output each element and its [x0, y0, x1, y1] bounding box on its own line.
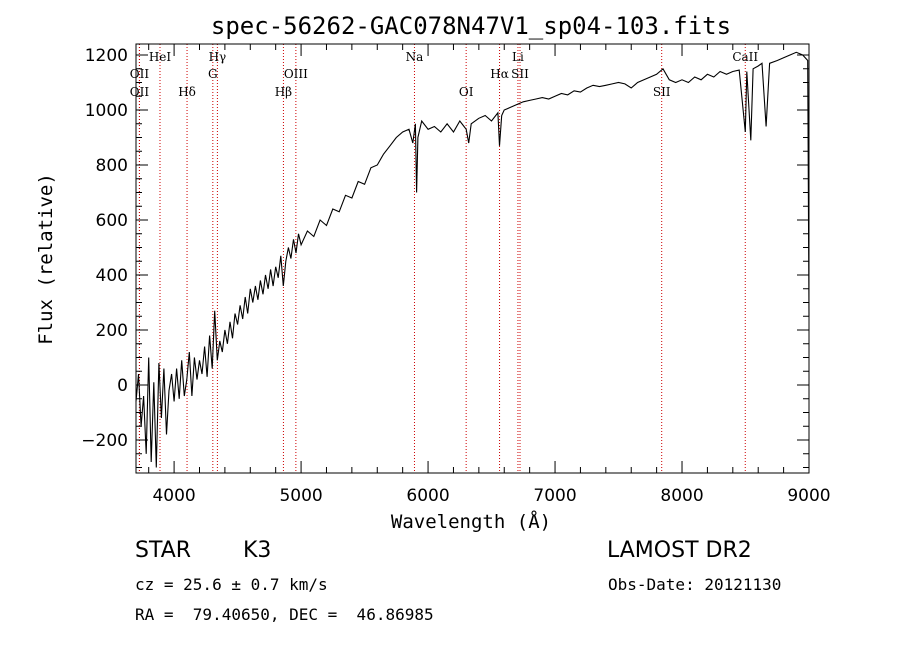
- y-tick-label: −200: [81, 431, 128, 451]
- object-type: STAR: [135, 538, 192, 563]
- spectral-line-label: SII: [653, 85, 671, 99]
- y-tick-label: 1000: [85, 101, 128, 121]
- redshift-text: cz = 25.6 ± 0.7 km/s: [135, 575, 328, 594]
- survey-name: LAMOST DR2: [607, 538, 752, 563]
- spectral-line-label: OI: [459, 85, 474, 99]
- y-tick-label: 800: [96, 156, 128, 176]
- y-tick-label: 200: [96, 321, 128, 341]
- spectral-line-label: Na: [406, 50, 424, 64]
- spectral-line-label: CaII: [732, 50, 758, 64]
- spectral-line-label: Hβ: [275, 85, 292, 99]
- spectral-line-label: HeI: [149, 50, 172, 64]
- x-axis-label: Wavelength (Å): [391, 510, 551, 533]
- y-axis-label: Flux (relative): [35, 173, 57, 345]
- spectrum-series: [135, 51, 810, 468]
- y-tick-label: 0: [117, 376, 128, 396]
- plot-frame: [135, 43, 810, 474]
- object-subclass: K3: [243, 538, 272, 563]
- coordinates-text: RA = 79.40650, DEC = 46.86985: [135, 605, 434, 624]
- axes: 4000 5000 6000 7000 8000 9000 −200 0 200 400 600 80…: [81, 44, 831, 506]
- chart-title: spec-56262-GAC078N47V1_sp04-103.fits: [211, 12, 731, 40]
- x-tick-label: 6000: [406, 486, 449, 506]
- spectral-line-label: Hα: [490, 67, 509, 81]
- spectral-line-label: OII: [130, 85, 150, 99]
- y-tick-label: 1200: [85, 46, 128, 66]
- spectral-line-label: SII: [511, 67, 529, 81]
- x-tick-label: 4000: [152, 486, 195, 506]
- spectral-line-label: OIII: [284, 67, 308, 81]
- spectral-line-label: Hδ: [178, 85, 196, 99]
- x-tick-label: 8000: [660, 486, 703, 506]
- spectral-line-label: Li: [512, 50, 524, 64]
- x-tick-label: 5000: [279, 486, 322, 506]
- spectral-line-label: Hγ: [209, 50, 227, 64]
- obs-date-text: Obs-Date: 20121130: [608, 575, 782, 594]
- spectral-line-label: G: [208, 67, 218, 81]
- spectrum-line: [135, 51, 810, 468]
- y-tick-label: 600: [96, 211, 128, 231]
- y-tick-label: 400: [96, 266, 128, 286]
- x-tick-label: 7000: [533, 486, 576, 506]
- x-tick-label: 9000: [787, 486, 830, 506]
